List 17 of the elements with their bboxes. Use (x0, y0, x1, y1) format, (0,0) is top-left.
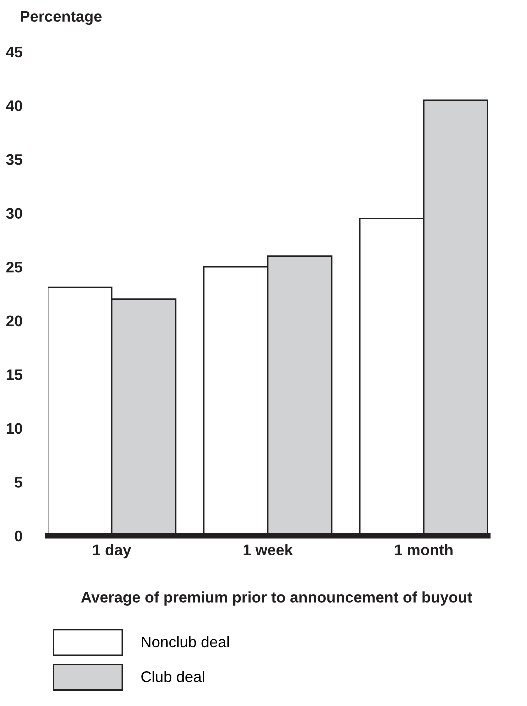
y-tick-label: 35 (6, 154, 23, 166)
y-tick-label: 30 (6, 208, 22, 220)
y-tick-label: 10 (6, 423, 22, 434)
y-tick-label: 40 (6, 100, 22, 112)
y-tick-label: 5 (14, 477, 23, 488)
legend-label: Club deal (142, 671, 204, 682)
x-tick-label: 1 week (244, 544, 294, 556)
y-tick-label: 25 (6, 262, 23, 273)
x-tick-label: 1 month (395, 544, 453, 556)
y-axis-title: Percentage (21, 11, 102, 26)
x-tick-label: 1 day (93, 544, 132, 559)
legend-label: Nonclub deal (142, 636, 229, 648)
y-tick-label: 20 (6, 316, 22, 327)
x-axis-title: Average of premium prior to announcement of buyout (81, 592, 472, 606)
y-tick-label: 15 (6, 370, 23, 380)
y-tick-label: 0 (15, 530, 22, 542)
y-tick-label: 45 (6, 47, 23, 58)
